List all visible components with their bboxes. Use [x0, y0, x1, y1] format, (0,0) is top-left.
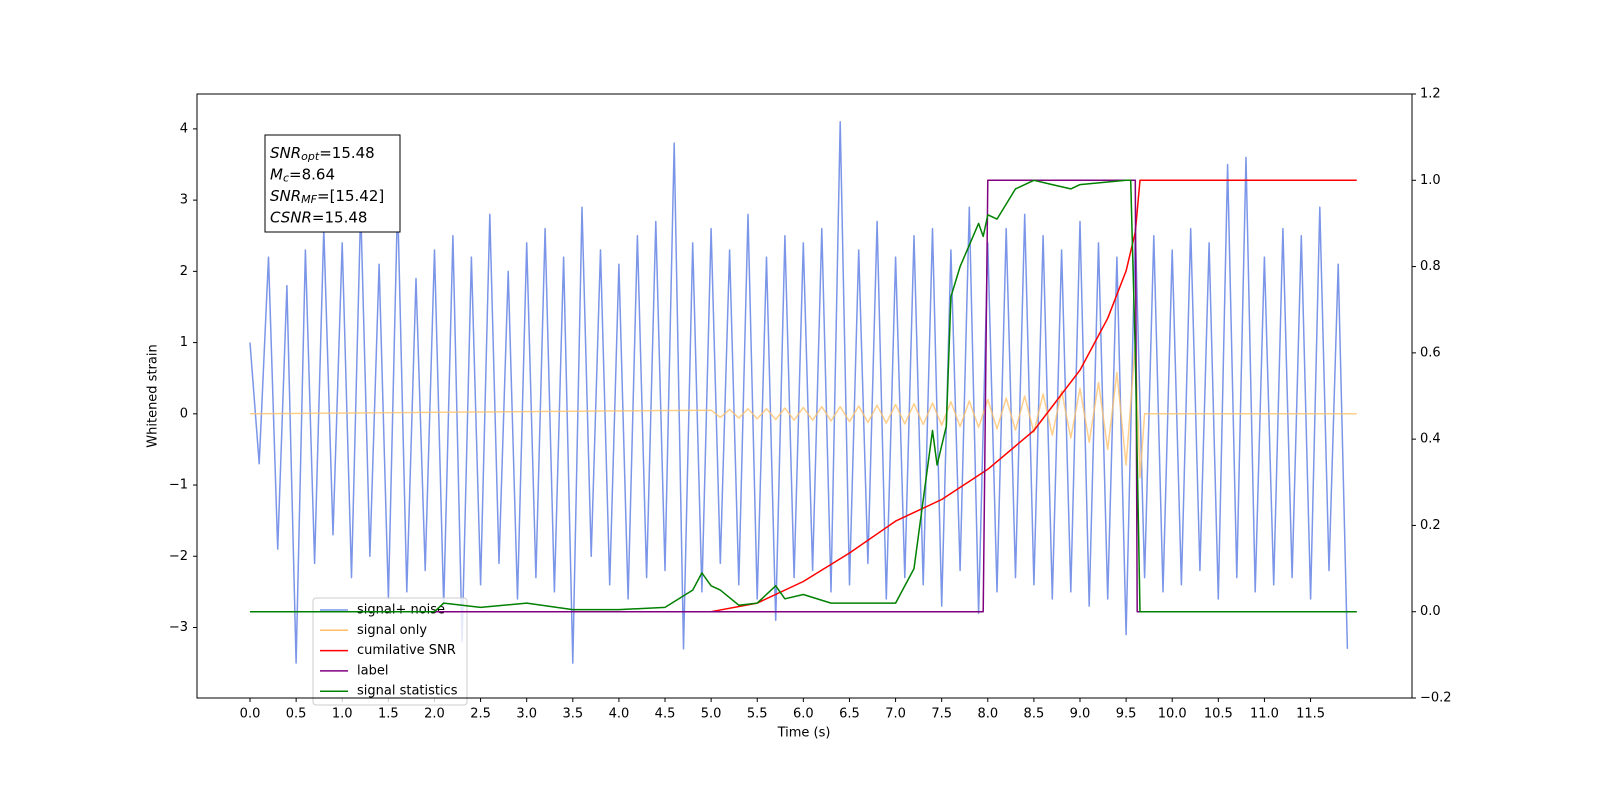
annotation-text: =[15.42] — [317, 187, 384, 205]
series-line — [249, 121, 1349, 664]
annotation-text: =15.48 — [312, 208, 368, 226]
x-tick-label: 9.0 — [1070, 707, 1091, 722]
x-tick-label: 4.0 — [609, 707, 630, 722]
annotation-symbol: SNR — [270, 144, 301, 162]
y2-tick-label: 1.2 — [1420, 87, 1441, 102]
annotation-subscript: MF — [301, 193, 317, 206]
annotation-subscript: opt — [301, 150, 320, 163]
y-axis-label: Whitened strain — [146, 344, 161, 447]
x-tick-label: 7.0 — [885, 707, 906, 722]
x-tick-label: 5.5 — [747, 707, 768, 722]
annotation-line: CSNR=15.48 — [270, 208, 367, 226]
plot-frame — [196, 93, 1413, 699]
annotation-box — [264, 134, 401, 233]
y2-tick-label: 0.0 — [1420, 604, 1441, 619]
x-tick-label: 2.5 — [470, 707, 491, 722]
y-tick-label: 2 — [180, 264, 188, 279]
annotation-text: =15.48 — [319, 144, 375, 162]
x-tick-label: 11.5 — [1296, 707, 1325, 722]
x-tick-label: 0.5 — [286, 707, 307, 722]
y-tick-label: 1 — [180, 335, 188, 350]
x-tick-label: 10.0 — [1158, 707, 1187, 722]
y2-tick-label: 0.8 — [1420, 259, 1441, 274]
legend-label: signal+ noise — [357, 603, 445, 618]
legend-label: label — [357, 663, 388, 678]
annotation-symbol: M — [270, 165, 283, 183]
x-tick-label: 0.0 — [240, 707, 261, 722]
series-line — [249, 341, 1357, 479]
annotation-line: SNRopt=15.48 — [270, 144, 375, 164]
y2-tick-label: 0.6 — [1420, 345, 1441, 360]
x-tick-label: 2.0 — [424, 707, 445, 722]
series-line — [250, 179, 1357, 613]
x-tick-label: 8.5 — [1024, 707, 1045, 722]
annotation-line: SNRMF=[15.42] — [270, 187, 384, 207]
y2-tick-label: −0.2 — [1420, 691, 1452, 706]
y-tick-label: 4 — [180, 121, 188, 136]
legend: signal+ noise signal only cumilative SNR la… — [312, 597, 468, 706]
annotation-subscript: c — [283, 172, 289, 185]
y-tick-label: 3 — [180, 193, 188, 208]
annotation-symbol: SNR — [270, 187, 301, 205]
x-tick-label: 6.0 — [793, 707, 814, 722]
legend-label: signal only — [357, 623, 427, 638]
x-tick-label: 3.0 — [516, 707, 537, 722]
x-tick-label: 5.0 — [701, 707, 722, 722]
x-tick-label: 9.5 — [1116, 707, 1137, 722]
x-tick-label: 10.5 — [1204, 707, 1233, 722]
y-tick-label: 0 — [180, 406, 188, 421]
y2-tick-label: 0.2 — [1420, 518, 1441, 533]
y2-tick-label: 1.0 — [1420, 173, 1441, 188]
x-tick-label: 7.5 — [931, 707, 952, 722]
x-axis-label: Time (s) — [777, 726, 831, 741]
y2-tick-label: 0.4 — [1420, 432, 1441, 447]
x-tick-label: 3.5 — [562, 707, 583, 722]
legend-label: cumilative SNR — [357, 643, 456, 658]
x-tick-label: 8.0 — [977, 707, 998, 722]
annotation-text: =8.64 — [289, 165, 335, 183]
x-tick-label: 1.0 — [332, 707, 353, 722]
x-tick-label: 6.5 — [839, 707, 860, 722]
x-tick-label: 11.0 — [1250, 707, 1279, 722]
x-tick-label: 1.5 — [378, 707, 399, 722]
legend-box — [312, 597, 468, 706]
y-tick-label: −2 — [169, 549, 188, 564]
annotation-line: Mc=8.64 — [270, 165, 335, 185]
y-tick-label: −1 — [169, 478, 188, 493]
annotation-symbol: CSNR — [270, 208, 312, 226]
y-tick-label: −3 — [169, 620, 188, 635]
x-tick-label: 4.5 — [655, 707, 676, 722]
legend-label: signal statistics — [357, 684, 458, 699]
